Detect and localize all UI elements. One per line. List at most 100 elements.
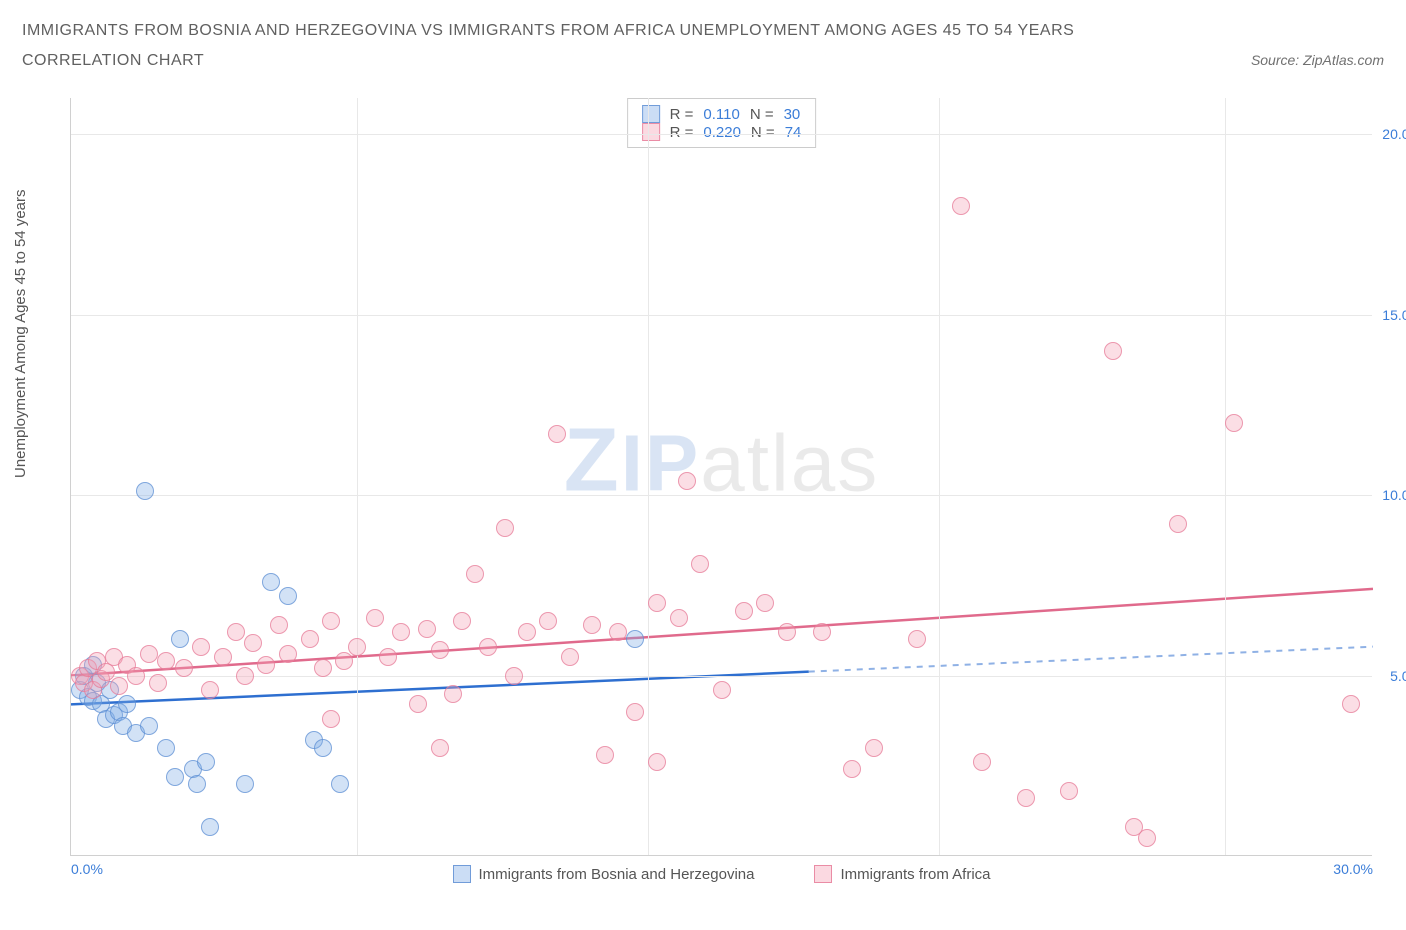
data-point-africa	[453, 612, 471, 630]
data-point-africa	[1342, 695, 1360, 713]
watermark: ZIPatlas	[564, 410, 880, 513]
data-point-bosnia	[157, 739, 175, 757]
r-value-b: 0.220	[703, 124, 741, 141]
data-point-africa	[479, 638, 497, 656]
data-point-africa	[409, 695, 427, 713]
data-point-africa	[548, 425, 566, 443]
data-point-africa	[865, 739, 883, 757]
stats-legend: R = 0.110 N = 30 R = 0.220 N = 74	[627, 98, 817, 148]
data-point-africa	[444, 685, 462, 703]
data-point-africa	[843, 760, 861, 778]
data-point-bosnia	[262, 573, 280, 591]
data-point-bosnia	[166, 768, 184, 786]
data-point-africa	[314, 659, 332, 677]
data-point-bosnia	[626, 630, 644, 648]
data-point-africa	[418, 620, 436, 638]
grid-line-h	[71, 315, 1372, 316]
r-label-a: R =	[670, 106, 694, 123]
data-point-africa	[335, 652, 353, 670]
data-point-africa	[110, 677, 128, 695]
data-point-africa	[496, 519, 514, 537]
chart-header: IMMIGRANTS FROM BOSNIA AND HERZEGOVINA V…	[0, 0, 1406, 78]
data-point-bosnia	[118, 695, 136, 713]
n-value-b: 74	[785, 124, 802, 141]
source-label: Source: ZipAtlas.com	[1251, 52, 1384, 68]
data-point-bosnia	[171, 630, 189, 648]
data-point-africa	[348, 638, 366, 656]
data-point-africa	[322, 710, 340, 728]
data-point-africa	[149, 674, 167, 692]
data-point-africa	[392, 623, 410, 641]
data-point-africa	[1104, 342, 1122, 360]
data-point-bosnia	[314, 739, 332, 757]
data-point-africa	[322, 612, 340, 630]
data-point-africa	[244, 634, 262, 652]
data-point-africa	[648, 594, 666, 612]
data-point-bosnia	[140, 717, 158, 735]
grid-line-v	[939, 98, 940, 855]
data-point-africa	[648, 753, 666, 771]
y-tick-label: 20.0%	[1376, 126, 1406, 142]
data-point-africa	[175, 659, 193, 677]
r-label-b: R =	[670, 124, 694, 141]
data-point-africa	[157, 652, 175, 670]
x-tick-label: 30.0%	[1333, 861, 1373, 877]
data-point-bosnia	[201, 818, 219, 836]
bottom-legend: Immigrants from Bosnia and Herzegovina I…	[71, 865, 1372, 883]
n-label-b: N =	[751, 124, 775, 141]
data-point-africa	[257, 656, 275, 674]
data-point-africa	[301, 630, 319, 648]
data-point-bosnia	[136, 482, 154, 500]
plot-region: ZIPatlas R = 0.110 N = 30 R = 0.220 N = …	[70, 98, 1372, 856]
data-point-africa	[366, 609, 384, 627]
data-point-africa	[140, 645, 158, 663]
grid-line-h	[71, 676, 1372, 677]
bottom-swatch-blue	[453, 865, 471, 883]
data-point-africa	[1060, 782, 1078, 800]
chart-area: Unemployment Among Ages 45 to 54 years Z…	[22, 98, 1382, 888]
data-point-africa	[952, 197, 970, 215]
data-point-africa	[127, 667, 145, 685]
data-point-africa	[279, 645, 297, 663]
data-point-africa	[466, 565, 484, 583]
grid-line-v	[357, 98, 358, 855]
data-point-africa	[192, 638, 210, 656]
data-point-africa	[626, 703, 644, 721]
grid-line-v	[648, 98, 649, 855]
y-tick-label: 5.0%	[1376, 668, 1406, 684]
data-point-africa	[561, 648, 579, 666]
data-point-africa	[201, 681, 219, 699]
data-point-africa	[908, 630, 926, 648]
bottom-swatch-pink	[814, 865, 832, 883]
data-point-africa	[431, 739, 449, 757]
data-point-africa	[539, 612, 557, 630]
data-point-africa	[1225, 414, 1243, 432]
y-axis-label: Unemployment Among Ages 45 to 54 years	[12, 189, 29, 478]
data-point-africa	[756, 594, 774, 612]
data-point-africa	[973, 753, 991, 771]
data-point-africa	[518, 623, 536, 641]
data-point-africa	[227, 623, 245, 641]
data-point-africa	[713, 681, 731, 699]
data-point-africa	[670, 609, 688, 627]
data-point-africa	[431, 641, 449, 659]
data-point-africa	[379, 648, 397, 666]
chart-subtitle: CORRELATION CHART	[22, 52, 204, 70]
n-label-a: N =	[750, 106, 774, 123]
bottom-legend-a: Immigrants from Bosnia and Herzegovina	[479, 866, 755, 883]
r-value-a: 0.110	[703, 106, 739, 123]
grid-line-h	[71, 134, 1372, 135]
n-value-a: 30	[784, 106, 801, 123]
data-point-bosnia	[197, 753, 215, 771]
data-point-africa	[813, 623, 831, 641]
data-point-africa	[236, 667, 254, 685]
data-point-africa	[1017, 789, 1035, 807]
data-point-bosnia	[236, 775, 254, 793]
data-point-africa	[596, 746, 614, 764]
data-point-africa	[583, 616, 601, 634]
data-point-africa	[505, 667, 523, 685]
data-point-bosnia	[188, 775, 206, 793]
data-point-africa	[778, 623, 796, 641]
legend-swatch-blue	[642, 105, 660, 123]
grid-line-h	[71, 495, 1372, 496]
